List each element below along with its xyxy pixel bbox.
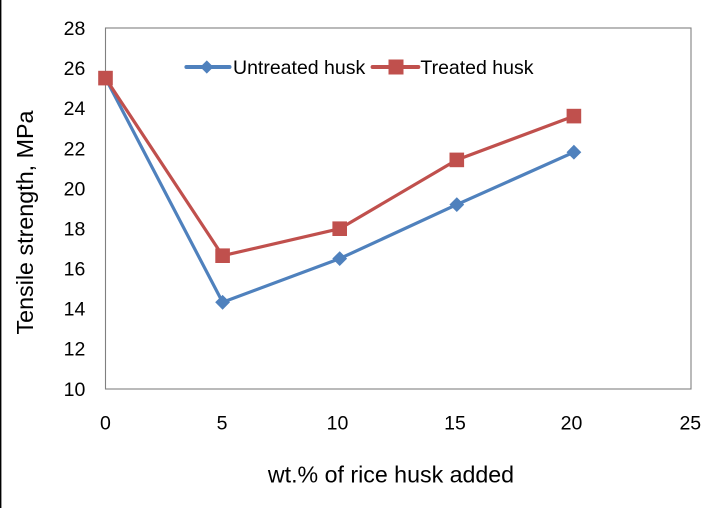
svg-text:20: 20 bbox=[561, 412, 583, 434]
svg-text:0: 0 bbox=[100, 412, 111, 434]
svg-text:Tensile strength, MPa: Tensile strength, MPa bbox=[12, 110, 38, 334]
svg-text:10: 10 bbox=[64, 379, 86, 401]
svg-text:wt.% of rice husk added: wt.% of rice husk added bbox=[267, 462, 514, 488]
svg-text:10: 10 bbox=[327, 412, 349, 434]
svg-text:15: 15 bbox=[444, 412, 466, 434]
svg-text:25: 25 bbox=[679, 412, 701, 434]
svg-text:5: 5 bbox=[217, 412, 228, 434]
svg-text:Treated husk: Treated husk bbox=[420, 57, 533, 79]
svg-text:20: 20 bbox=[64, 178, 86, 200]
svg-text:16: 16 bbox=[64, 259, 86, 281]
svg-text:22: 22 bbox=[64, 138, 86, 160]
svg-text:28: 28 bbox=[64, 18, 86, 40]
svg-text:14: 14 bbox=[64, 299, 86, 321]
svg-text:26: 26 bbox=[64, 58, 86, 80]
svg-text:12: 12 bbox=[64, 339, 86, 361]
svg-text:Untreated husk: Untreated husk bbox=[233, 57, 365, 79]
svg-text:18: 18 bbox=[64, 218, 86, 240]
svg-text:24: 24 bbox=[64, 98, 86, 120]
